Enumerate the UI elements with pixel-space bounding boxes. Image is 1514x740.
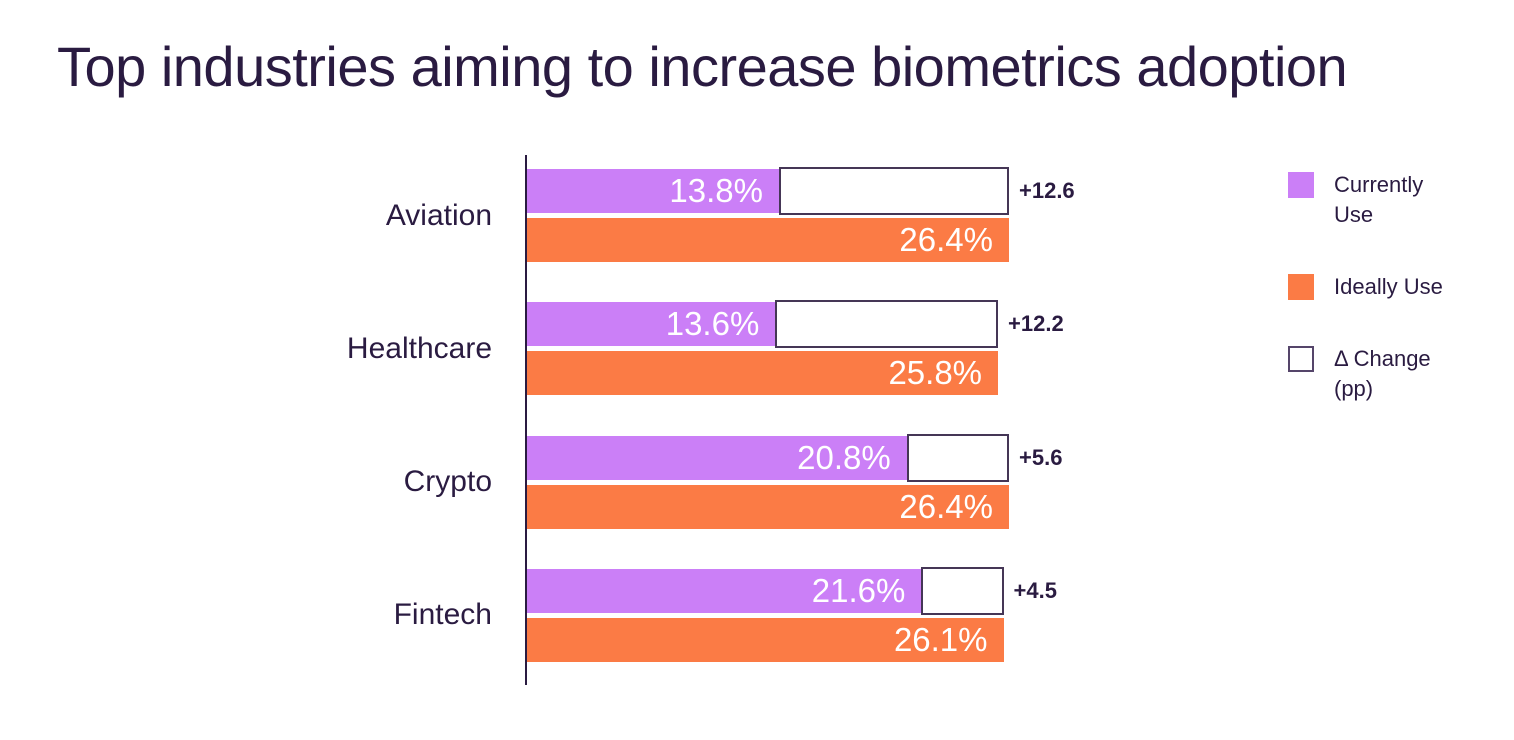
chart-row-fintech: Fintech 21.6% 26.1% +4.5 (0, 566, 1514, 662)
ideally-use-value-label: 25.8% (888, 354, 983, 392)
currently-use-value-label: 13.6% (665, 305, 760, 343)
currently-use-value-label: 13.8% (669, 172, 763, 209)
currently-use-swatch-icon (1288, 172, 1314, 198)
delta-change-box (775, 300, 999, 349)
category-label: Healthcare (346, 331, 492, 365)
legend-label-delta-change: Δ Change (pp) (1334, 346, 1431, 401)
category-label: Crypto (403, 465, 492, 499)
category-label: Aviation (385, 198, 492, 232)
delta-change-label: +12.2 (1008, 311, 1064, 337)
currently-use-bar: 13.8% (527, 169, 779, 213)
delta-change-label: +5.6 (1019, 444, 1063, 470)
ideally-use-value-label: 26.1% (893, 620, 988, 658)
legend: Currently Use Ideally Use Δ Change (pp) (1288, 170, 1443, 404)
currently-use-value-label: 20.8% (797, 438, 891, 476)
delta-change-box (921, 566, 1004, 615)
currently-use-bar: 13.6% (527, 302, 776, 347)
ideally-use-value-label: 26.4% (899, 487, 993, 525)
legend-item-ideally-use: Ideally Use (1288, 272, 1443, 302)
ideally-use-bar: 26.4% (527, 484, 1009, 529)
page-title: Top industries aiming to increase biomet… (57, 35, 1348, 98)
legend-item-delta-change: Δ Change (pp) (1288, 344, 1443, 404)
ideally-use-bar: 26.4% (527, 218, 1009, 262)
chart-row-healthcare: Healthcare 13.6% 25.8% +12.2 (0, 300, 1514, 396)
ideally-use-bar: 25.8% (527, 351, 999, 396)
currently-use-bar: 20.8% (527, 435, 907, 480)
delta-change-label: +4.5 (1013, 577, 1057, 603)
delta-change-box (906, 433, 1009, 482)
ideally-use-bar: 26.1% (527, 617, 1004, 662)
ideally-use-value-label: 26.4% (899, 221, 993, 258)
delta-change-box (778, 167, 1009, 215)
chart-row-aviation: Aviation 13.8% 26.4% +12.6 (0, 167, 1514, 262)
y-axis-line (525, 155, 527, 685)
currently-use-value-label: 21.6% (811, 571, 906, 609)
legend-label-ideally-use: Ideally Use (1334, 274, 1443, 299)
category-label: Fintech (393, 598, 492, 632)
chart-row-crypto: Crypto 20.8% 26.4% +5.6 (0, 433, 1514, 529)
currently-use-bar: 21.6% (527, 568, 922, 613)
ideally-use-swatch-icon (1288, 274, 1314, 300)
legend-item-currently-use: Currently Use (1288, 170, 1443, 230)
delta-change-swatch-icon (1288, 346, 1314, 372)
delta-change-label: +12.6 (1019, 178, 1075, 203)
legend-label-currently-use: Currently Use (1334, 172, 1424, 227)
